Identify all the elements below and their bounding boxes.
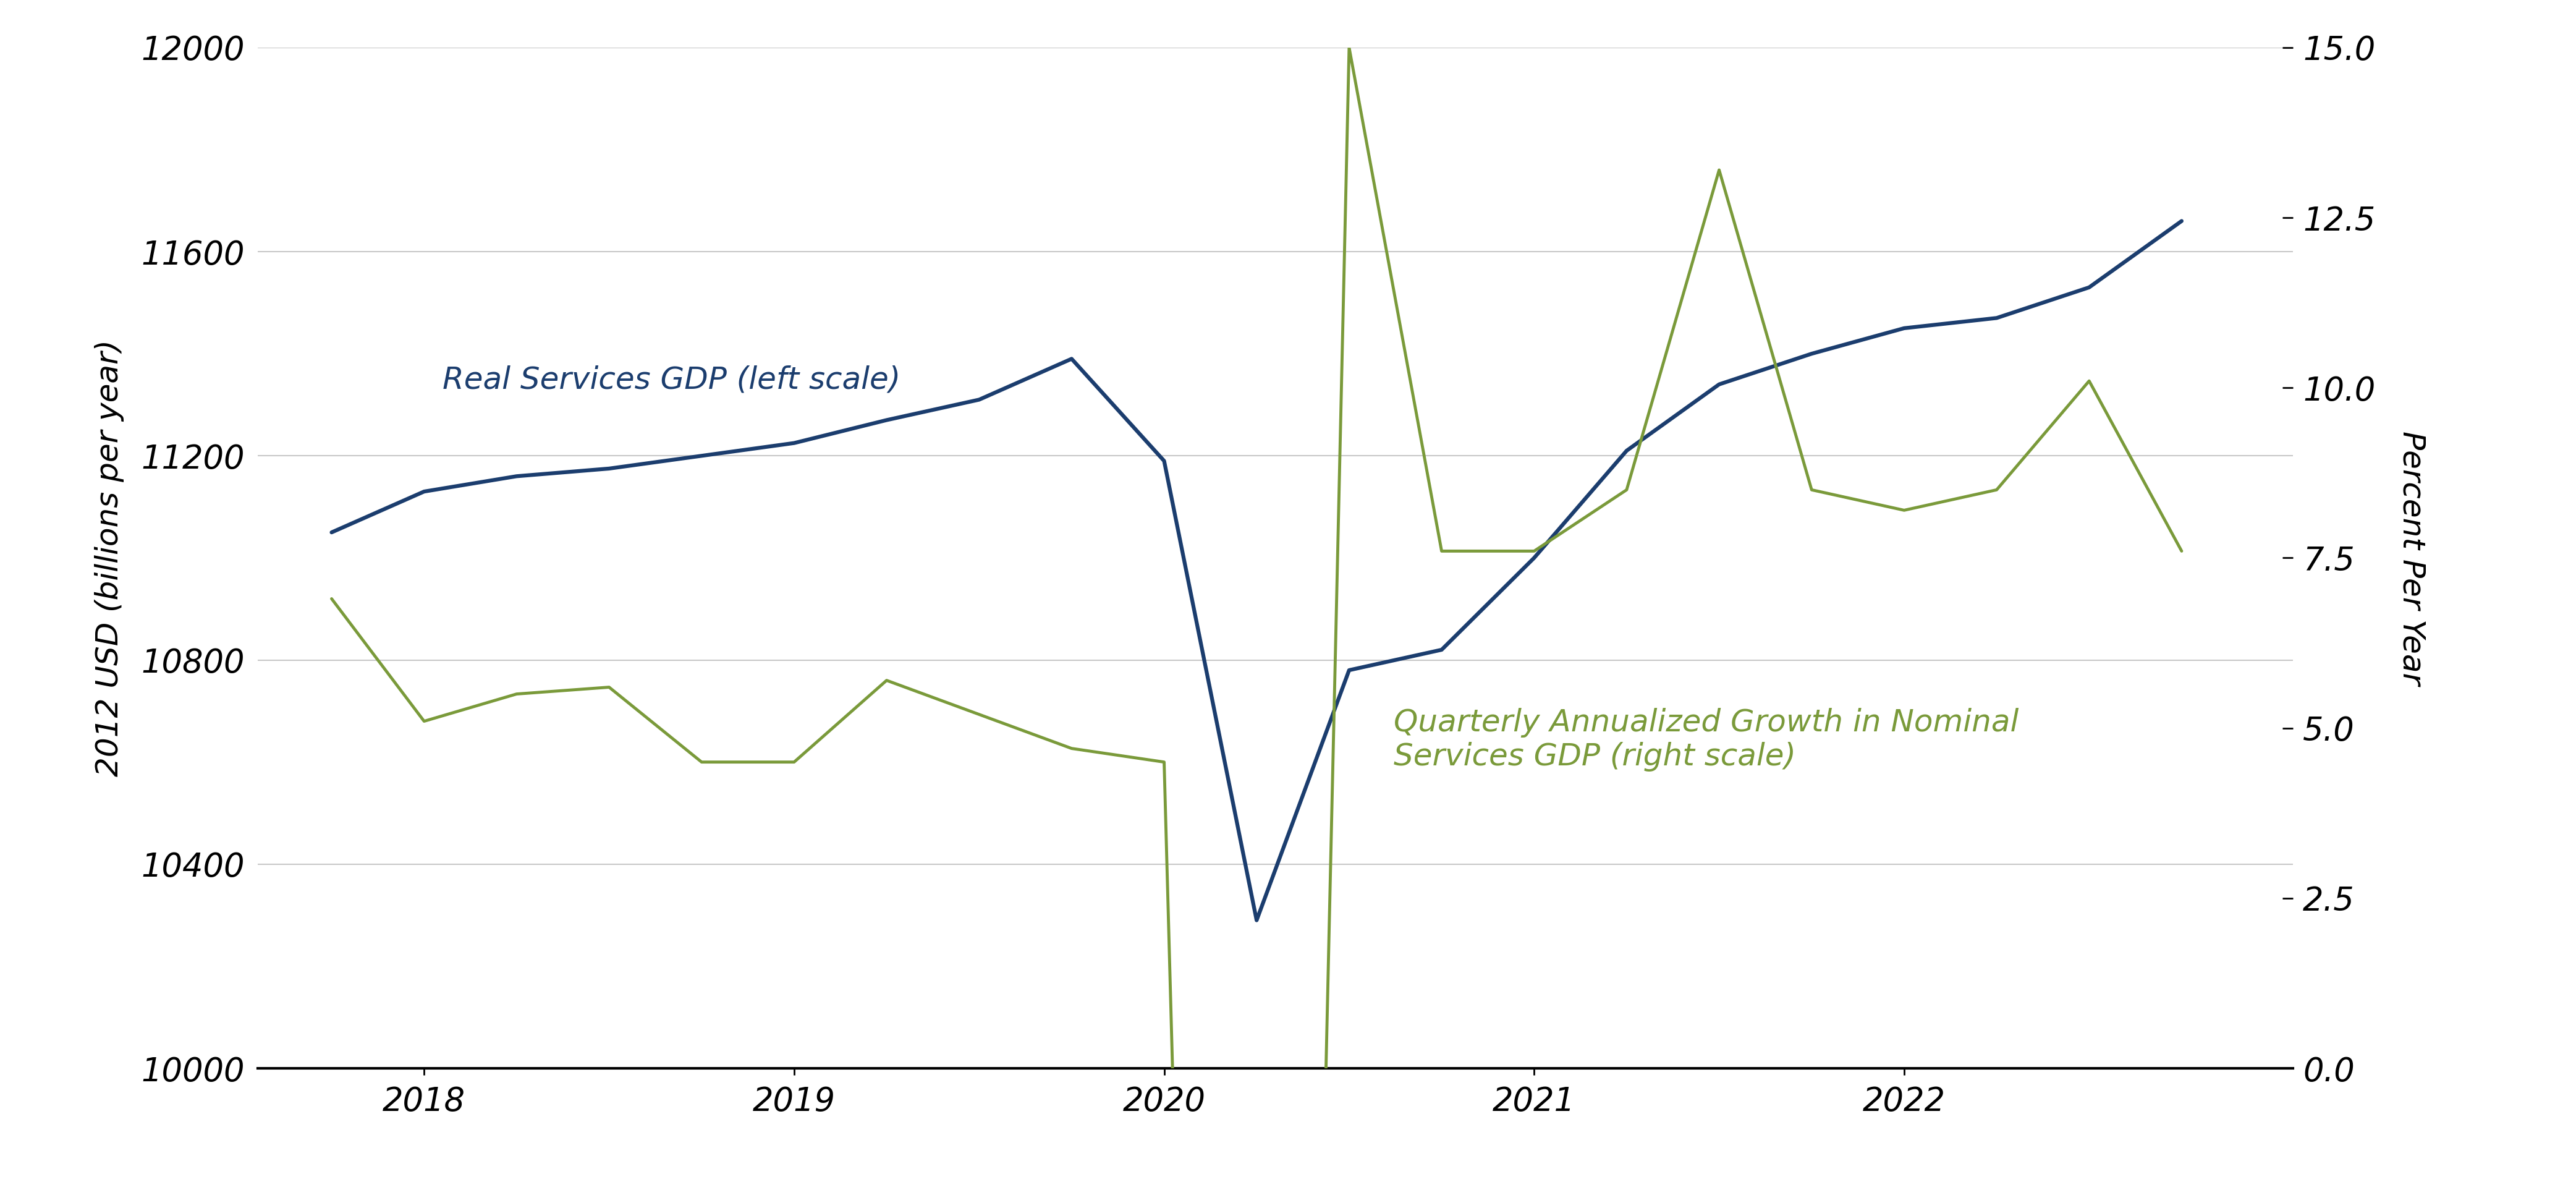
Text: Real Services GDP (left scale): Real Services GDP (left scale) [443,364,902,394]
Text: Quarterly Annualized Growth in Nominal
Services GDP (right scale): Quarterly Annualized Growth in Nominal S… [1394,707,2020,772]
Y-axis label: Percent Per Year: Percent Per Year [2396,431,2427,685]
Y-axis label: 2012 USD (billions per year): 2012 USD (billions per year) [95,339,124,776]
